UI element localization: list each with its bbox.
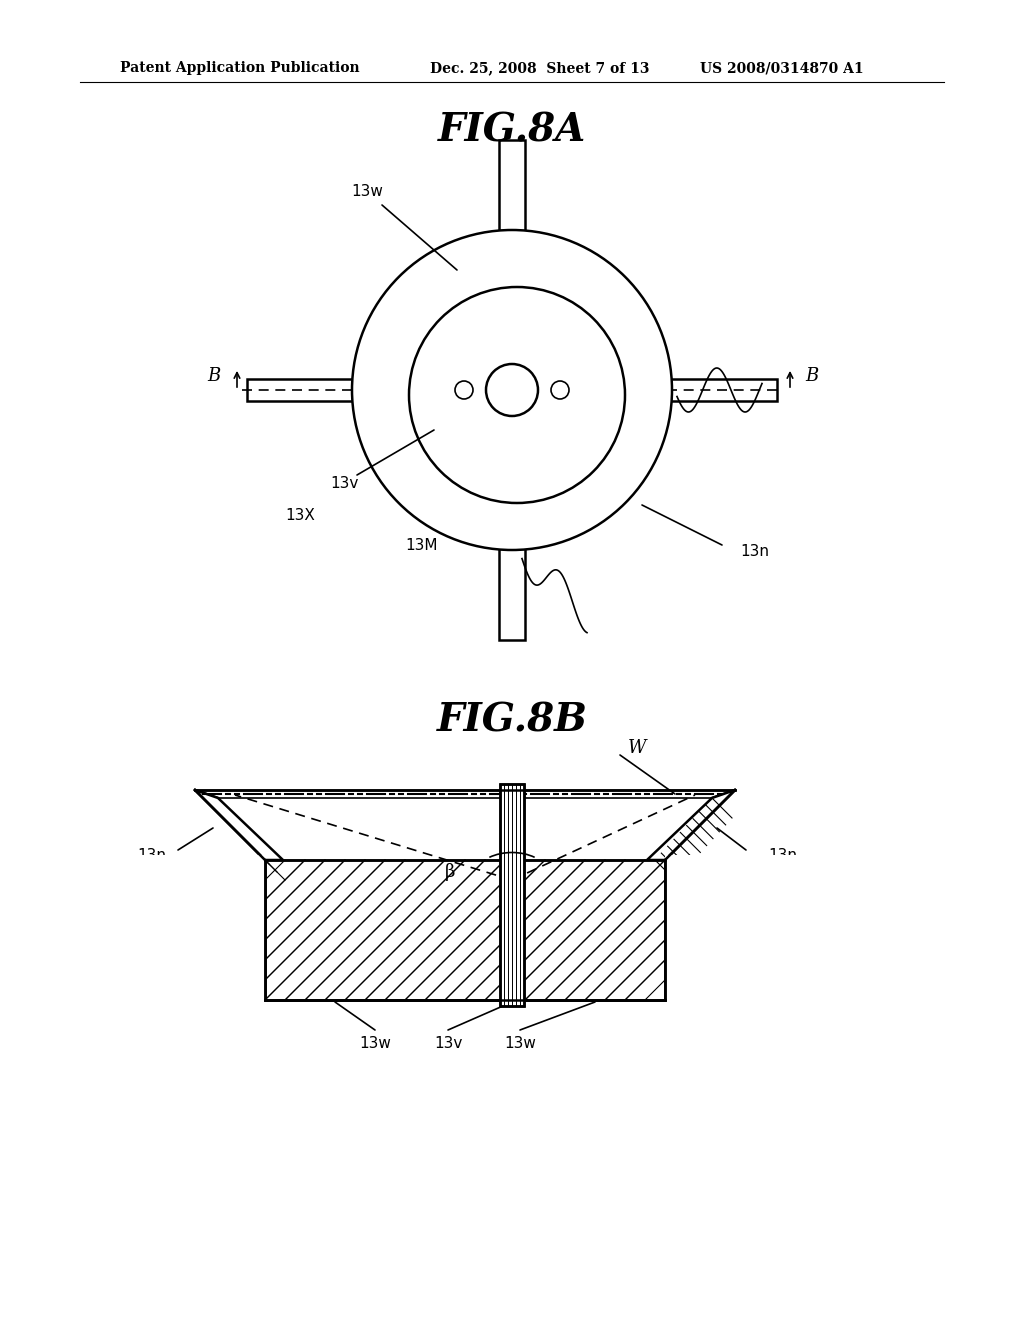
Text: W: W — [628, 739, 646, 756]
Circle shape — [352, 230, 672, 550]
Text: 13w: 13w — [504, 1035, 536, 1051]
Text: 13n: 13n — [740, 544, 769, 560]
Circle shape — [486, 364, 538, 416]
Text: Dec. 25, 2008  Sheet 7 of 13: Dec. 25, 2008 Sheet 7 of 13 — [430, 61, 649, 75]
Text: FIG.8A: FIG.8A — [438, 111, 586, 149]
Text: Patent Application Publication: Patent Application Publication — [120, 61, 359, 75]
Text: B: B — [208, 367, 220, 385]
Bar — [265, 861, 665, 1001]
Bar — [247, 379, 357, 401]
Text: 13v: 13v — [330, 475, 358, 491]
Text: 13n: 13n — [768, 847, 797, 862]
Bar — [0, 855, 265, 1010]
Bar — [499, 140, 525, 235]
Text: 13n: 13n — [137, 847, 167, 862]
Text: US 2008/0314870 A1: US 2008/0314870 A1 — [700, 61, 863, 75]
Text: 13M: 13M — [712, 908, 744, 924]
Text: FIG.8B: FIG.8B — [436, 701, 588, 739]
Text: 13w: 13w — [359, 1035, 391, 1051]
Bar — [667, 379, 777, 401]
Bar — [499, 545, 525, 640]
Bar — [665, 855, 1024, 1010]
Bar — [500, 784, 524, 1006]
Text: 13w: 13w — [351, 185, 383, 199]
Text: 13X: 13X — [285, 507, 315, 523]
Polygon shape — [647, 789, 735, 861]
Text: B: B — [805, 367, 818, 385]
Polygon shape — [195, 789, 283, 861]
Bar — [500, 784, 524, 1006]
Text: 13v: 13v — [434, 1035, 462, 1051]
Text: 13M: 13M — [406, 537, 438, 553]
Text: β: β — [444, 863, 456, 880]
